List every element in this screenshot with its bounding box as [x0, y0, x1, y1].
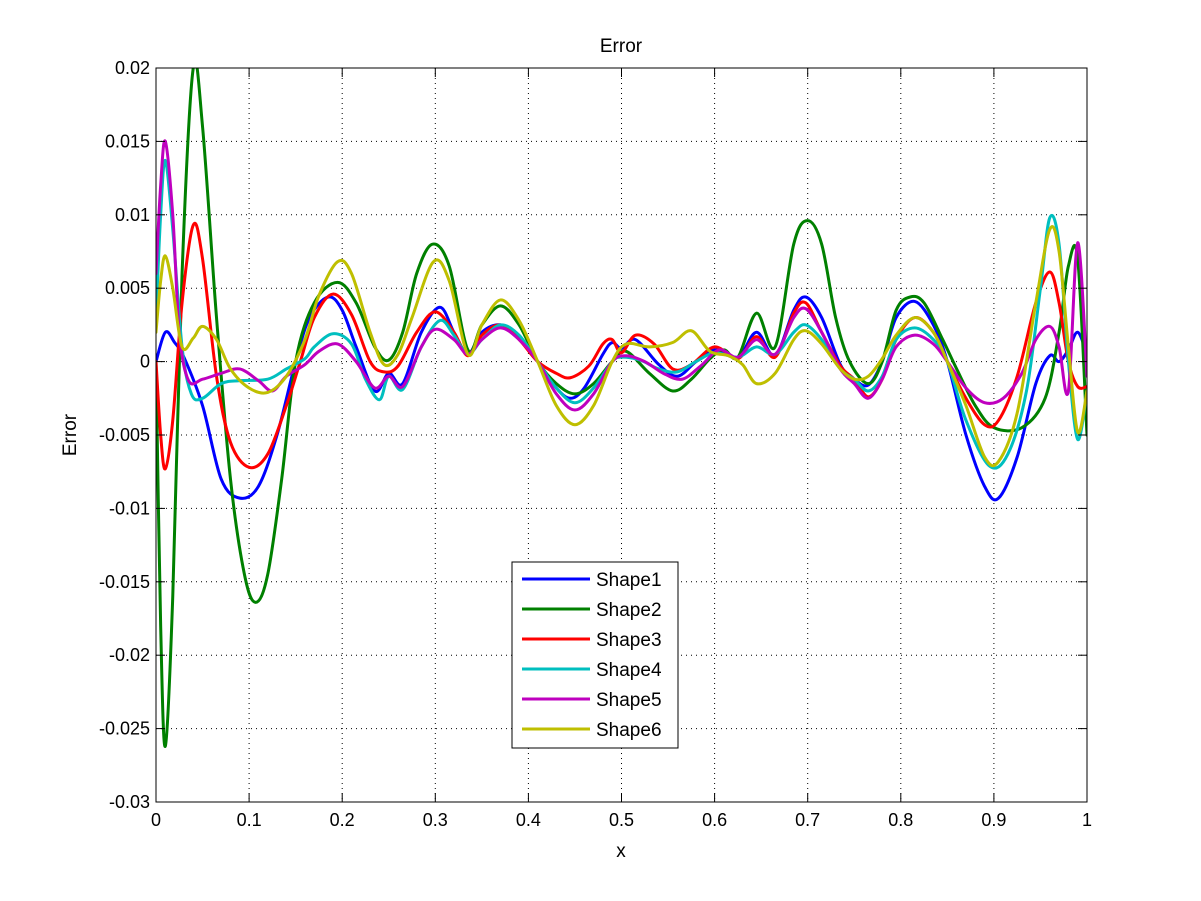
x-tick-label: 0	[151, 810, 161, 830]
x-tick-label: 0.2	[330, 810, 355, 830]
x-tick-label: 0.4	[516, 810, 541, 830]
y-tick-label: -0.02	[109, 645, 150, 665]
x-tick-label: 0.7	[795, 810, 820, 830]
x-tick-label: 0.3	[423, 810, 448, 830]
chart-title: Error	[600, 36, 643, 57]
axis-tick-labels: 0 0.1 0.2 0.3 0.4 0.5 0.6 0.7 0.8 0.9 1 -0.03 -0.025…	[99, 58, 1092, 830]
series-line-shape6	[156, 225, 1087, 468]
y-tick-label: -0.005	[99, 425, 150, 445]
legend-label: Shape5	[596, 690, 662, 711]
legend-label: Shape2	[596, 600, 662, 621]
series-line-shape2	[156, 68, 1087, 748]
y-tick-label: 0.01	[115, 205, 150, 225]
y-tick-label: -0.03	[109, 792, 150, 812]
y-tick-label: 0.015	[105, 131, 150, 151]
y-tick-label: -0.015	[99, 572, 150, 592]
x-tick-label: 0.8	[888, 810, 913, 830]
y-axis-label: Error	[60, 413, 81, 456]
y-tick-label: 0.005	[105, 278, 150, 298]
legend-box	[511, 561, 679, 749]
legend-label: Shape6	[596, 720, 662, 741]
x-tick-label: 0.5	[609, 810, 634, 830]
x-tick-label: 0.6	[702, 810, 727, 830]
axis-ticks	[155, 67, 1088, 803]
x-tick-label: 1	[1082, 810, 1092, 830]
x-tick-label: 0.9	[981, 810, 1006, 830]
x-axis-label: x	[616, 841, 626, 862]
y-tick-label: 0.02	[115, 58, 150, 78]
legend-label: Shape1	[596, 570, 662, 591]
x-tick-label: 0.1	[237, 810, 262, 830]
y-tick-label: 0	[140, 352, 150, 372]
y-tick-label: -0.025	[99, 719, 150, 739]
series-lines	[156, 68, 1087, 748]
y-tick-label: -0.01	[109, 498, 150, 518]
legend-label: Shape3	[596, 630, 662, 651]
legend-label: Shape4	[596, 660, 662, 681]
legend: Shape1 Shape2 Shape3 Shape4 Shape5 Shape6	[511, 561, 679, 749]
